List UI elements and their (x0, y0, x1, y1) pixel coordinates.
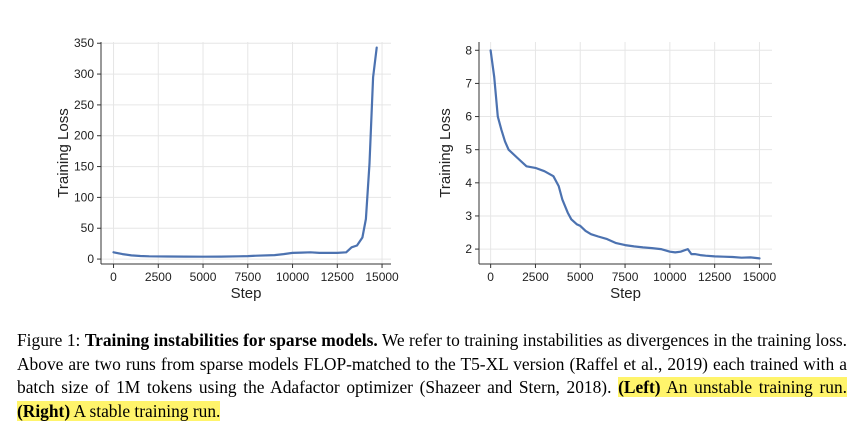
y-tick-label: 150 (74, 160, 94, 174)
figure-caption: Figure 1: Training instabilities for spa… (17, 329, 847, 423)
y-tick-label: 2 (465, 242, 472, 256)
y-tick-label: 6 (465, 110, 472, 124)
x-tick-label: 10000 (276, 270, 310, 284)
x-tick-label: 7500 (234, 270, 261, 284)
training-loss-line (489, 49, 761, 260)
caption-right-text: A stable training run. (73, 400, 221, 421)
caption-label: Figure 1: (17, 330, 81, 350)
x-tick-label: 0 (487, 270, 494, 284)
y-tick-label: 50 (81, 221, 95, 235)
caption-left-tag: (Left) (618, 377, 661, 397)
y-tick-label: 5 (465, 143, 472, 157)
figure: 0 2500 5000 7500 10000 12500 15000 0 50 100 150 200… (55, 36, 777, 302)
x-tick-label: 2500 (522, 270, 549, 284)
x-tick-label: 10000 (653, 270, 687, 284)
right-chart: 0 2500 5000 7500 10000 12500 15000 2 3 4 5 6 7 8 Step T… (437, 42, 777, 302)
left-chart: 0 2500 5000 7500 10000 12500 15000 0 50 100 150 200… (55, 36, 399, 302)
x-tick-label: 15000 (743, 270, 777, 284)
x-tick-label: 0 (110, 270, 117, 284)
x-tick-label: 12500 (321, 270, 355, 284)
x-axis-label: Step (610, 285, 641, 302)
y-tick-label: 300 (74, 67, 94, 81)
y-tick-label: 4 (465, 176, 472, 190)
x-tick-label: 5000 (567, 270, 594, 284)
caption-title: Training instabilities for sparse models… (84, 330, 378, 350)
y-tick-label: 200 (74, 129, 94, 143)
caption-left-text: An unstable training run. (666, 377, 847, 397)
x-tick-label: 15000 (365, 270, 399, 284)
y-tick-label: 7 (465, 76, 472, 90)
x-tick-label: 2500 (145, 270, 172, 284)
y-tick-label: 8 (465, 43, 472, 57)
x-tick-label: 12500 (698, 270, 732, 284)
y-axis-label: Training Loss (437, 108, 454, 198)
caption-body: We refer to training instabilities as di… (17, 330, 848, 397)
x-tick-label: 7500 (612, 270, 639, 284)
y-tick-label: 0 (87, 252, 94, 266)
training-loss-line (112, 46, 378, 258)
x-tick-label: 5000 (190, 270, 217, 284)
caption-right-tag: (Right) (17, 400, 71, 421)
y-tick-label: 250 (74, 98, 94, 112)
x-axis-label: Step (231, 285, 262, 302)
y-axis-label: Training Loss (55, 108, 72, 198)
y-tick-label: 100 (74, 190, 94, 204)
y-tick-label: 3 (465, 209, 472, 223)
y-tick-label: 350 (74, 36, 94, 50)
